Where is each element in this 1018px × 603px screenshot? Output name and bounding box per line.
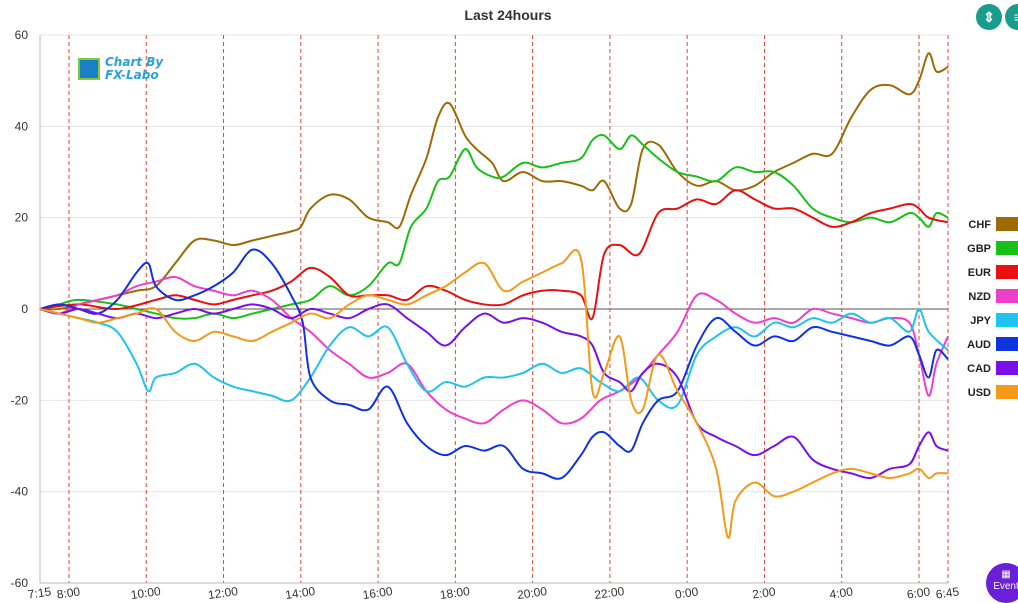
- legend-swatch-gbp: [996, 241, 1018, 255]
- x-tick-label: 18:00: [439, 584, 471, 602]
- series-line-cad: [39, 303, 949, 480]
- x-tick-label: 2:00: [751, 584, 776, 601]
- x-tick-label: 20:00: [516, 584, 548, 602]
- y-tick-label: 60: [15, 28, 29, 42]
- secondary-control-icon[interactable]: ≡: [1005, 4, 1018, 30]
- legend-swatch-eur: [996, 265, 1018, 279]
- axes: -60 -40 -20 0 20 40 60 7:15 8:00 10:00 12:00 14:00 1…: [11, 28, 961, 602]
- x-tick-label: 14:00: [284, 584, 316, 602]
- fx-labo-logo: Chart By FX-Labo: [78, 56, 163, 82]
- calendar-icon: ▦: [1001, 569, 1011, 580]
- legend-label-chf: CHF: [968, 219, 991, 231]
- legend-label-jpy: JPY: [970, 315, 991, 327]
- y-tick-label: 40: [15, 119, 29, 133]
- y-tick-label: 0: [21, 302, 28, 316]
- logo-line2: FX-Labo: [105, 68, 159, 82]
- x-tick-label: 8:00: [56, 584, 81, 601]
- x-tick-label: 4:00: [829, 584, 854, 601]
- series-line-gbp: [39, 134, 949, 320]
- legend-swatch-chf: [996, 217, 1018, 231]
- series-group: [39, 52, 949, 539]
- series-line-usd: [39, 249, 949, 539]
- y-tick-label: -60: [11, 576, 29, 590]
- legend-swatch-jpy: [996, 313, 1018, 327]
- legend-swatch-aud: [996, 337, 1018, 351]
- legend-label-eur: EUR: [968, 267, 991, 279]
- x-tick-label: 12:00: [207, 584, 239, 602]
- x-tick-label: 22:00: [594, 584, 626, 602]
- series-line-aud: [39, 248, 949, 480]
- x-tick-label: 6:45: [935, 584, 960, 601]
- legend-label-nzd: NZD: [968, 291, 991, 303]
- logo-icon: [78, 58, 100, 80]
- x-tick-label: 6:00: [906, 584, 931, 601]
- y-tick-label: -20: [11, 393, 29, 407]
- legend-label-cad: CAD: [967, 363, 991, 375]
- legend-swatch-usd: [996, 385, 1018, 399]
- grid: [39, 34, 949, 584]
- series-line-jpy: [39, 307, 949, 410]
- compress-vertical-icon[interactable]: ⇕: [976, 4, 1002, 30]
- legend-label-aud: AUD: [967, 339, 991, 351]
- legend-label-usd: USD: [968, 387, 991, 399]
- event-label: Event: [993, 581, 1018, 592]
- event-button[interactable]: ▦ Event: [986, 563, 1018, 603]
- series-line-chf: [39, 52, 949, 311]
- x-tick-label: 7:15: [27, 584, 52, 601]
- legend-swatch-cad: [996, 361, 1018, 375]
- y-tick-label: 20: [15, 211, 29, 225]
- legend: CHF GBP EUR NZD JPY AUD CAD USD: [967, 217, 1018, 399]
- series-line-eur: [39, 189, 949, 321]
- x-tick-label: 16:00: [362, 584, 394, 602]
- y-tick-label: -40: [11, 485, 29, 499]
- chart-title: Last 24hours: [464, 7, 551, 23]
- x-tick-label: 10:00: [130, 584, 162, 602]
- legend-swatch-nzd: [996, 289, 1018, 303]
- x-tick-label: 0:00: [674, 584, 699, 601]
- series-line-nzd: [39, 275, 949, 425]
- legend-label-gbp: GBP: [967, 243, 991, 255]
- logo-line1: Chart By: [105, 55, 164, 69]
